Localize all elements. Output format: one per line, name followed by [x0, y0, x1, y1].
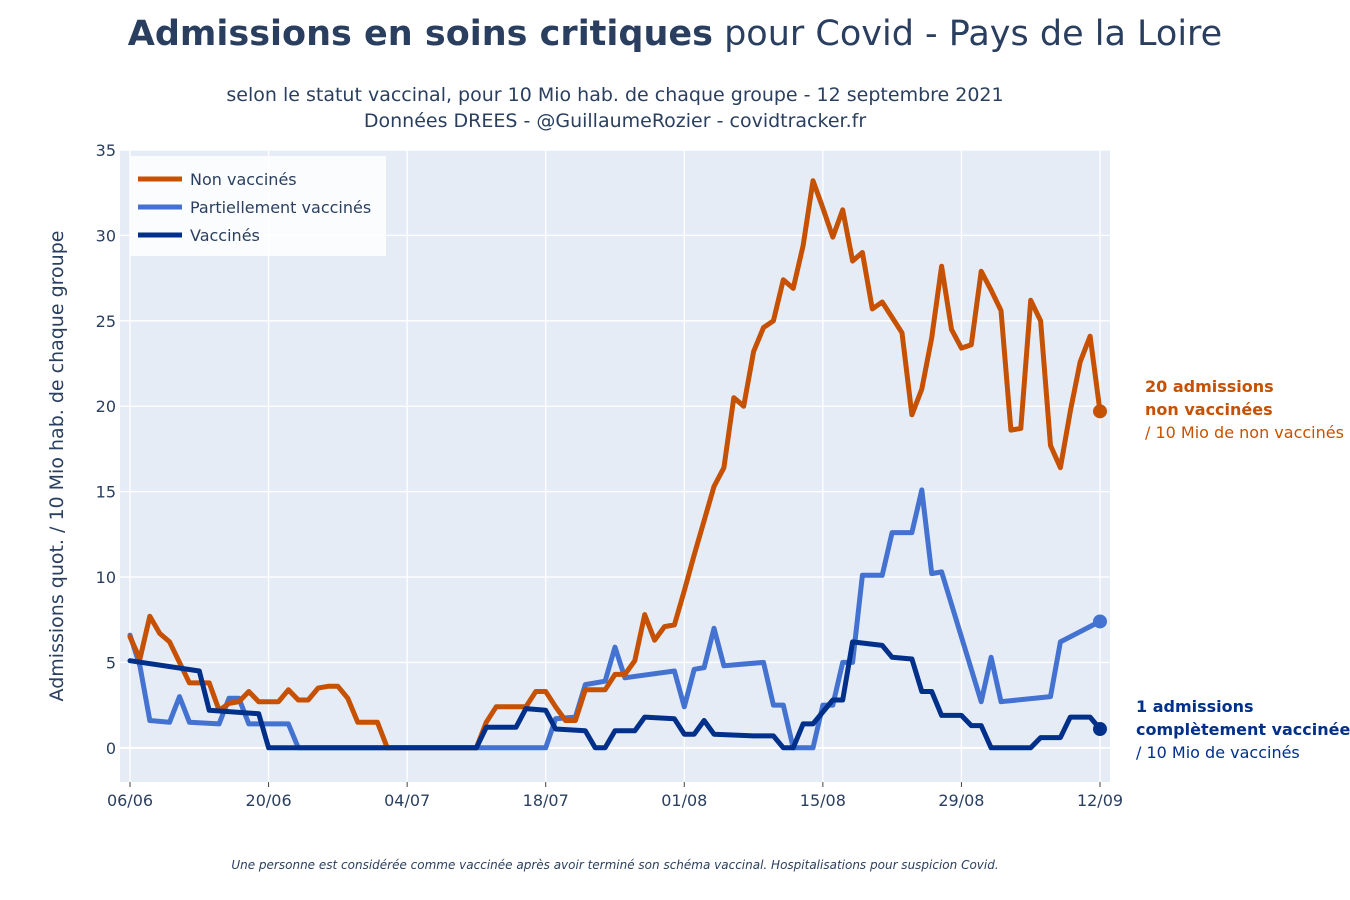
y-tick-label: 15 [96, 483, 116, 502]
y-axis-label: Admissions quot. / 10 Mio hab. de chaque… [46, 231, 68, 702]
subtitle-line-2: Données DREES - @GuillaumeRozier - covid… [363, 110, 867, 132]
annotation-vax-line-1: 1 admissions [1136, 697, 1254, 716]
y-tick-label: 10 [96, 568, 116, 587]
series-endpoint-marker [1093, 404, 1107, 419]
chart-title-bold: Admissions en soins critiques [127, 14, 713, 54]
annotation-unvax-line-3: / 10 Mio de non vaccinés [1145, 423, 1344, 442]
subtitle-line-1: selon le statut vaccinal, pour 10 Mio ha… [226, 84, 1004, 106]
annotation-unvaccinated: 20 admissions non vaccinées / 10 Mio de … [1145, 375, 1344, 444]
legend-entry: Non vaccinés [190, 170, 297, 189]
y-tick-label: 0 [106, 739, 116, 758]
x-tick-label: 04/07 [384, 791, 430, 810]
footnote: Une personne est considérée comme vaccin… [231, 858, 999, 872]
x-tick-label: 15/08 [800, 791, 846, 810]
series-endpoint-marker [1093, 614, 1107, 629]
y-tick-label: 20 [96, 397, 116, 416]
series-endpoint-marker [1093, 722, 1107, 737]
chart-title-normal: pour Covid - Pays de la Loire [712, 14, 1223, 54]
y-tick-label: 25 [96, 312, 116, 331]
x-tick-label: 01/08 [661, 791, 707, 810]
x-tick-label: 18/07 [523, 791, 569, 810]
y-tick-label: 35 [96, 141, 116, 160]
y-tick-label: 30 [96, 226, 116, 245]
x-tick-label: 29/08 [938, 791, 984, 810]
series-line-partiellement-vaccines [127, 487, 1103, 751]
chart-title: Admissions en soins critiques pour Covid… [0, 14, 1350, 54]
series-line-non-vaccines [127, 178, 1103, 751]
x-tick-label: 06/06 [107, 791, 153, 810]
legend-entry: Partiellement vaccinés [190, 198, 371, 217]
x-tick-label: 20/06 [246, 791, 292, 810]
annotation-unvax-line-2: non vaccinées [1145, 400, 1273, 419]
annotation-unvax-line-1: 20 admissions [1145, 377, 1274, 396]
chart-subtitle: selon le statut vaccinal, pour 10 Mio ha… [0, 82, 1230, 134]
annotation-vaccinated: 1 admissions complètement vaccinée / 10 … [1136, 695, 1350, 764]
x-tick-label: 12/09 [1077, 791, 1123, 810]
annotation-vax-line-3: / 10 Mio de vaccinés [1136, 743, 1300, 762]
legend-entry: Vaccinés [190, 226, 260, 245]
legend: Non vaccinés Partiellement vaccinés Vaccin… [130, 156, 386, 256]
y-tick-label: 5 [106, 653, 116, 672]
series-line-vaccines [127, 639, 1103, 751]
annotation-vax-line-2: complètement vaccinée [1136, 720, 1350, 739]
